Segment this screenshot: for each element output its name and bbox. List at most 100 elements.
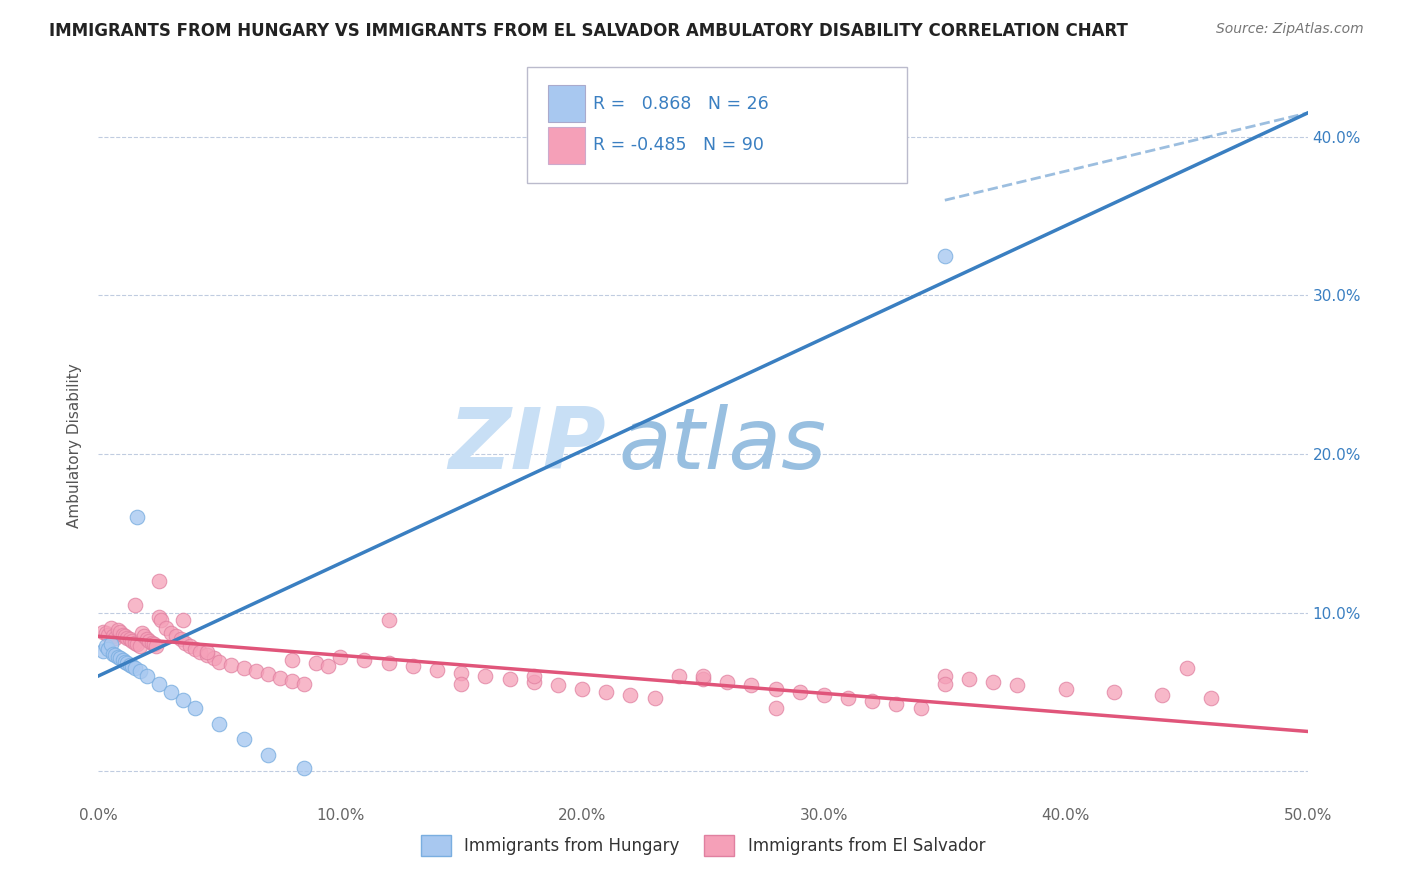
Point [281, 673, 304, 688]
Point [1152, 688, 1174, 702]
Point [837, 691, 859, 706]
Point [221, 657, 243, 672]
Point [184, 642, 207, 657]
Point [860, 694, 883, 708]
Point [160, 626, 183, 640]
Point [740, 678, 762, 692]
Point [292, 677, 315, 691]
Point [292, 761, 315, 775]
Point [118, 632, 141, 647]
Point [101, 647, 124, 661]
Point [121, 659, 143, 673]
Point [523, 669, 546, 683]
Point [165, 629, 187, 643]
Point [981, 675, 1004, 690]
Point [377, 657, 399, 671]
Point [789, 685, 811, 699]
Point [124, 635, 146, 649]
Point [94, 639, 117, 653]
Point [1199, 691, 1222, 706]
Point [104, 631, 127, 645]
Point [934, 249, 956, 263]
Point [94, 626, 117, 640]
Point [138, 634, 160, 648]
Point [474, 669, 496, 683]
Point [402, 659, 425, 673]
Text: R =   0.868   N = 26: R = 0.868 N = 26 [593, 95, 769, 112]
Point [281, 653, 304, 667]
Point [765, 681, 787, 696]
Point [245, 664, 267, 678]
Point [716, 675, 738, 690]
Point [1007, 678, 1029, 692]
Text: IMMIGRANTS FROM HUNGARY VS IMMIGRANTS FROM EL SALVADOR AMBULATORY DISABILITY COR: IMMIGRANTS FROM HUNGARY VS IMMIGRANTS FR… [49, 22, 1128, 40]
Point [107, 649, 129, 664]
Point [174, 635, 197, 649]
Point [100, 637, 122, 651]
Point [934, 669, 956, 683]
Point [450, 665, 472, 680]
Point [195, 648, 218, 663]
Point [121, 634, 143, 648]
Point [910, 700, 932, 714]
Point [155, 621, 177, 635]
Point [571, 681, 593, 696]
Point [111, 653, 134, 667]
Point [135, 669, 157, 683]
Point [934, 677, 956, 691]
Point [256, 667, 278, 681]
Point [141, 635, 163, 649]
Point [97, 642, 120, 657]
Legend: Immigrants from Hungary, Immigrants from El Salvador: Immigrants from Hungary, Immigrants from… [413, 829, 993, 863]
Point [232, 732, 254, 747]
Point [124, 661, 146, 675]
Point [1102, 685, 1125, 699]
Point [148, 610, 170, 624]
Point [353, 653, 375, 667]
Point [1054, 681, 1077, 696]
Point [127, 637, 149, 651]
Point [100, 621, 122, 635]
Point [232, 661, 254, 675]
Point [1175, 661, 1198, 675]
Point [108, 651, 131, 665]
Point [128, 664, 150, 678]
Text: Source: ZipAtlas.com: Source: ZipAtlas.com [1216, 22, 1364, 37]
Point [523, 675, 546, 690]
Point [134, 629, 156, 643]
Point [204, 651, 226, 665]
Point [143, 637, 166, 651]
Point [117, 631, 139, 645]
Point [692, 669, 714, 683]
Point [91, 643, 114, 657]
Point [256, 748, 278, 763]
Point [169, 632, 191, 647]
Point [117, 657, 139, 671]
Point [179, 639, 201, 653]
Point [450, 677, 472, 691]
Point [104, 648, 127, 663]
Point [108, 624, 131, 639]
Y-axis label: Ambulatory Disability: Ambulatory Disability [67, 364, 83, 528]
Text: R = -0.485   N = 90: R = -0.485 N = 90 [593, 136, 765, 153]
Point [619, 688, 641, 702]
Point [145, 639, 167, 653]
Point [644, 691, 666, 706]
Point [101, 629, 124, 643]
Point [765, 700, 787, 714]
Point [172, 614, 194, 628]
Point [160, 685, 183, 699]
Point [886, 698, 908, 712]
Point [114, 629, 136, 643]
Point [305, 657, 328, 671]
Text: ZIP: ZIP [449, 404, 606, 488]
Point [668, 669, 690, 683]
Point [114, 655, 136, 669]
Point [131, 626, 153, 640]
Point [127, 510, 149, 524]
Point [118, 657, 141, 672]
Point [269, 671, 291, 685]
Point [426, 663, 449, 677]
Point [97, 628, 120, 642]
Point [547, 678, 569, 692]
